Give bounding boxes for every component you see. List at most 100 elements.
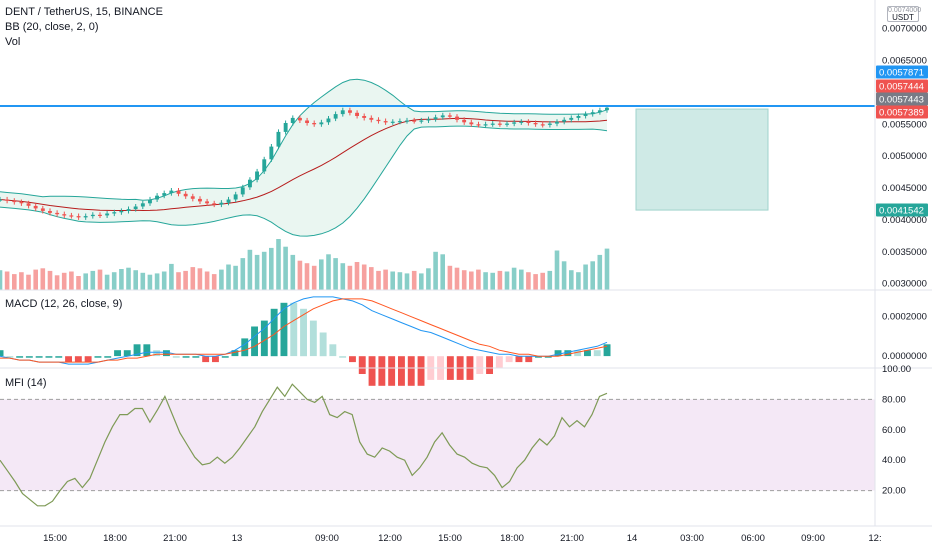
macd-histogram-bar [593,350,601,357]
macd-histogram-bar [525,356,533,363]
volume-bar [454,267,460,290]
macd-histogram-bar [45,356,53,358]
candle-body [12,200,17,203]
volume-bar [297,260,303,290]
volume-bar [226,264,231,290]
macd-histogram-bar [143,344,151,357]
volume-bar [69,271,74,290]
volume-bar [119,269,124,290]
macd-histogram-bar [241,338,249,357]
candle-body [447,115,452,117]
candle-body [433,117,438,120]
candle-body [19,202,24,204]
time-tick-label: 15:00 [438,533,462,544]
volume-bar [204,271,210,290]
candle-body [312,123,317,125]
candle-body [362,116,367,118]
candle-body [490,123,495,125]
candle-body [119,211,124,213]
candle-body [262,159,267,172]
candle-body [569,117,574,120]
price-tag [876,65,928,79]
macd-histogram-bar [584,350,591,357]
main-price-pane [0,78,875,290]
volume-bar [169,263,174,290]
volume-bar [304,263,310,290]
time-tick-label: 06:00 [741,533,765,544]
candle-body [355,112,359,116]
volume-bar [111,272,117,290]
candle-body [533,123,538,125]
volume-indicator-label[interactable]: Vol [5,36,21,48]
macd-histogram-bar [280,302,288,357]
candle-body [155,195,159,200]
macd-tick-label: 0.0002000 [882,312,927,323]
candle-body [83,216,88,218]
bb-indicator-label[interactable]: BB (20, close, 2, 0) [5,21,99,33]
candle-body [340,110,345,115]
volume-bar [397,272,403,290]
volume-bar [0,270,3,290]
time-tick-label: 21:00 [560,533,584,544]
volume-bar [147,274,153,290]
macd-histogram-bar [182,356,190,358]
candle-body [183,193,188,197]
candle-body [33,205,38,209]
bb-upper-line [0,78,608,201]
macd-histogram-bar [505,356,513,363]
bb-fill [0,79,607,237]
mfi-indicator-label[interactable]: MFI (14) [5,377,47,389]
macd-histogram-bar [358,356,366,374]
volume-bar [276,239,281,290]
volume-bar [383,269,388,290]
candle-body [555,121,559,124]
currency-selector[interactable]: 0.0074000 USDT [887,6,921,22]
volume-bar [126,267,131,290]
candle-body [0,199,2,201]
price-tick-label: 0.0040000 [882,215,927,226]
macd-histogram-bar [84,356,92,363]
macd-histogram-bar [486,356,493,374]
volume-bar [319,259,324,290]
volume-bar [140,272,146,290]
volume-bar [340,263,346,290]
macd-histogram-bar [16,356,24,358]
macd-histogram-bar [388,356,396,386]
price-tick-label: 0.0055000 [882,119,927,130]
volume-bar [590,261,595,290]
macd-histogram-bar [417,356,425,386]
price-tag-label: 0.0041542 [879,206,924,217]
candle-body [48,211,52,213]
volume-bar [326,254,331,290]
volume-bar [447,265,453,290]
candle-body [26,203,31,206]
volume-bar [154,273,160,290]
candle-body [547,123,552,125]
volume-bar [461,270,467,290]
volume-bar [361,264,367,290]
macd-histogram-bar [309,320,317,357]
volume-bar [511,267,517,290]
mfi-tick-label: 40.00 [882,455,906,466]
time-tick-label: 03:00 [680,533,704,544]
candle-body [305,120,309,123]
macd-indicator-label[interactable]: MACD (12, 26, close, 9) [5,298,123,310]
candle-body [576,116,581,118]
volume-bar [354,262,360,290]
macd-histogram-bar [6,356,14,358]
macd-histogram-bar [476,356,484,374]
candle-body [205,201,209,204]
volume-bar [219,269,224,290]
candle-body [469,122,474,125]
volume-bar [211,274,217,290]
macd-tick-label: 0.0000000 [882,351,927,362]
volume-bar [76,276,81,290]
volume-bar [469,271,474,290]
volume-bar [33,269,38,290]
time-tick-label: 13 [232,533,243,544]
macd-histogram-bar [65,356,72,363]
macd-histogram-bar [74,356,82,363]
macd-histogram-bar [163,350,170,357]
